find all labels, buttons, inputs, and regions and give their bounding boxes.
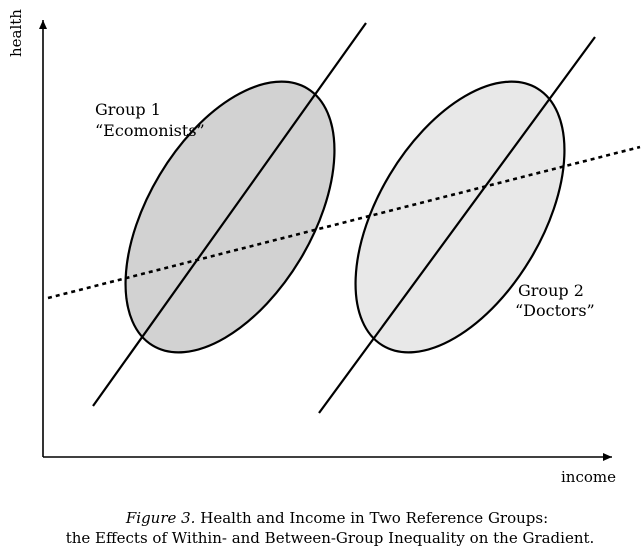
group-2-gradient-line — [318, 36, 596, 414]
caption-title: Health and Income in Two Reference Group… — [195, 509, 548, 527]
group-2-ellipse — [354, 80, 566, 354]
between-group-gradient-line — [47, 145, 641, 300]
caption-line-2: the Effects of Within- and Between-Group… — [66, 529, 595, 547]
caption-line-1: Figure 3. Health and Income in Two Refer… — [125, 509, 548, 527]
x-axis-label: income — [561, 468, 616, 486]
group-1-label: Group 1 — [95, 100, 161, 119]
group-1-gradient-line — [92, 22, 367, 407]
group-2-label: Group 2 — [518, 281, 584, 300]
group-1-ellipse — [124, 80, 336, 354]
y-axis-label: health — [7, 9, 25, 57]
group-2-name: “Doctors” — [515, 301, 595, 320]
group-1-name: “Ecomonists” — [95, 121, 205, 140]
caption-figure-number: Figure 3. — [125, 509, 196, 527]
